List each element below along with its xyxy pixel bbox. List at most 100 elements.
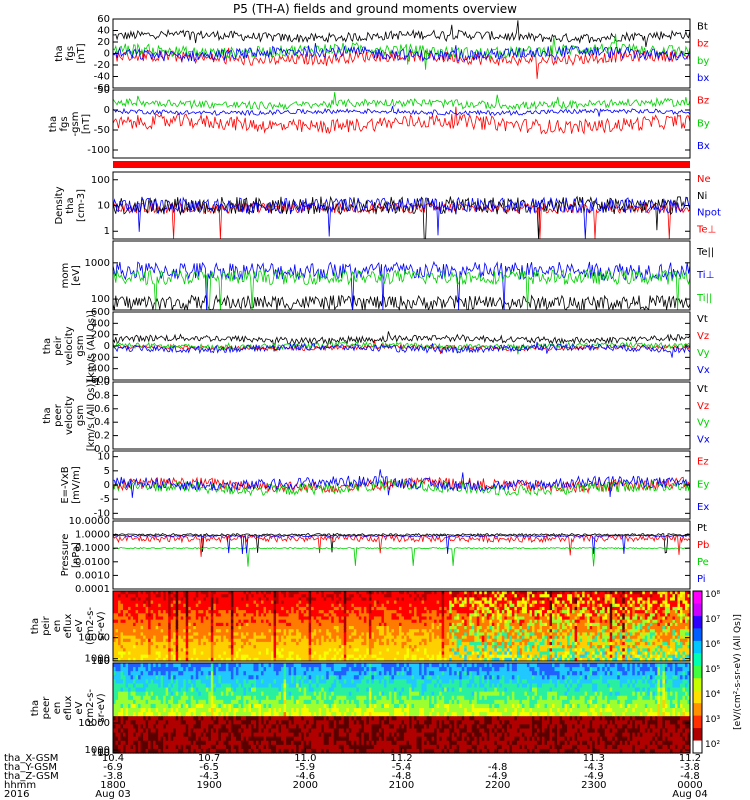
spectrogram-cell: [158, 600, 162, 605]
spectrogram-cell: [203, 613, 207, 618]
spectrogram-cell: [145, 654, 149, 659]
spectrogram-cell: [456, 613, 460, 618]
spectrogram-cell: [509, 619, 513, 624]
spectrogram-cell: [336, 635, 340, 640]
spectrogram-cell: [411, 606, 415, 611]
spectrogram-cell: [501, 619, 505, 624]
spectrogram-cell: [579, 632, 583, 637]
spectrogram-cell: [115, 638, 119, 643]
spectrogram-cell: [286, 619, 290, 624]
spectrogram-cell: [198, 610, 202, 614]
spectrogram-cell: [128, 654, 132, 659]
spectrogram-cell: [562, 638, 566, 643]
spectrogram-cell: [245, 626, 250, 630]
spectrogram-cell: [526, 622, 531, 627]
spectrogram-cell: [170, 622, 174, 627]
spectrogram-cell: [318, 651, 322, 656]
spectrogram-cell: [589, 638, 593, 643]
spectrogram-cell: [376, 597, 380, 602]
spectrogram-cell: [416, 622, 420, 627]
spectrogram-cell: [218, 606, 222, 611]
spectrogram-cell: [205, 622, 209, 627]
spectrogram-cell: [567, 606, 571, 611]
spectrogram-cell: [622, 629, 626, 633]
spectrogram-cell: [351, 645, 355, 649]
spectrogram-cell: [165, 603, 169, 608]
spectrogram-cell: [308, 603, 312, 608]
spectrogram-cell: [424, 616, 428, 621]
spectrogram-cell: [444, 597, 448, 602]
spectrogram-cell: [343, 632, 347, 637]
spectrogram-cell: [632, 626, 636, 630]
spectrogram-cell: [298, 591, 302, 595]
legend-label: Vt: [697, 384, 708, 395]
spectrogram-cell: [235, 657, 240, 662]
spectrogram-cell: [333, 591, 337, 595]
spectrogram-cell: [245, 606, 250, 611]
spectrogram-cell: [554, 591, 558, 595]
spectrogram-cell: [491, 635, 495, 640]
spectrogram-cell: [363, 616, 367, 621]
spectrogram-cell: [436, 654, 440, 659]
spectrogram-cell: [429, 606, 433, 611]
spectrogram-cell: [138, 645, 142, 649]
spectrogram-cell: [602, 622, 606, 627]
spectrogram-cell: [552, 626, 556, 630]
spectrogram-cell: [496, 613, 500, 618]
spectrogram-cell: [404, 648, 408, 653]
spectrogram-cell: [461, 613, 465, 618]
spectrogram-cell: [188, 641, 192, 646]
spectrogram-cell: [547, 606, 551, 611]
spectrogram-cell: [469, 597, 473, 602]
spectrogram-cell: [130, 610, 134, 614]
spectrogram-cell: [208, 632, 212, 637]
spectrogram-cell: [624, 635, 628, 640]
spectrogram-cell: [597, 619, 601, 624]
spectrogram-cell: [499, 635, 503, 640]
spectrogram-cell: [639, 651, 643, 656]
spectrogram-cell: [506, 622, 510, 627]
spectrogram-cell: [183, 657, 187, 662]
spectrogram-cell: [175, 597, 179, 602]
spectrogram-cell: [464, 638, 468, 643]
spectrogram-cell: [521, 600, 526, 605]
spectrogram-cell: [128, 610, 132, 614]
spectrogram-cell: [283, 603, 287, 608]
spectrogram-cell: [145, 622, 149, 627]
spectrogram-cell: [278, 610, 282, 614]
spectrogram-cell: [644, 613, 648, 618]
spectrogram-cell: [622, 648, 626, 653]
spectrogram-cell: [235, 600, 240, 605]
spectrogram-cell: [125, 594, 129, 598]
series-line-Ex: [112, 469, 691, 498]
spectrogram-cell: [446, 651, 450, 656]
series-line-Vt: [112, 331, 691, 352]
spectrogram-cell: [230, 594, 235, 598]
spectrogram-cell: [479, 651, 483, 656]
spectrogram-cell: [529, 645, 533, 649]
spectrogram-cell: [649, 654, 653, 659]
spectrogram-cell: [474, 648, 478, 653]
spectrogram-cell: [198, 597, 202, 602]
spectrogram-cell: [291, 591, 295, 595]
spectrogram-cell: [376, 645, 380, 649]
spectrogram-cell: [338, 638, 342, 643]
spectrogram-cell: [268, 641, 272, 646]
spectrogram-cell: [341, 654, 345, 659]
spectrogram-cell: [629, 610, 633, 614]
spectrogram-cell: [353, 629, 357, 633]
spectrogram-cell: [366, 594, 370, 598]
spectrogram-cell: [499, 600, 503, 605]
spectrogram-cell: [602, 606, 606, 611]
spectrogram-cell: [235, 594, 240, 598]
spectrogram-cell: [351, 629, 355, 633]
spectrogram-cell: [286, 635, 290, 640]
spectrogram-cell: [589, 591, 593, 595]
spectrogram-cell: [634, 632, 638, 637]
spectrogram-cell: [446, 597, 450, 602]
spectrogram-cell: [624, 606, 628, 611]
spectrogram-cell: [386, 638, 390, 643]
spectrogram-cell: [582, 651, 586, 656]
spectrogram-cell: [235, 603, 240, 608]
spectrogram-cell: [173, 619, 177, 624]
